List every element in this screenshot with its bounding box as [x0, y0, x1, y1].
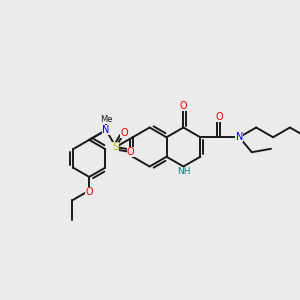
- Text: Me: Me: [100, 115, 112, 124]
- Text: N: N: [236, 132, 243, 142]
- Text: O: O: [120, 128, 128, 138]
- Text: S: S: [112, 142, 119, 152]
- Text: O: O: [179, 100, 187, 111]
- Text: O: O: [216, 112, 224, 122]
- Text: N: N: [102, 125, 110, 135]
- Text: O: O: [127, 147, 135, 157]
- Text: NH: NH: [178, 167, 191, 176]
- Text: O: O: [85, 187, 93, 197]
